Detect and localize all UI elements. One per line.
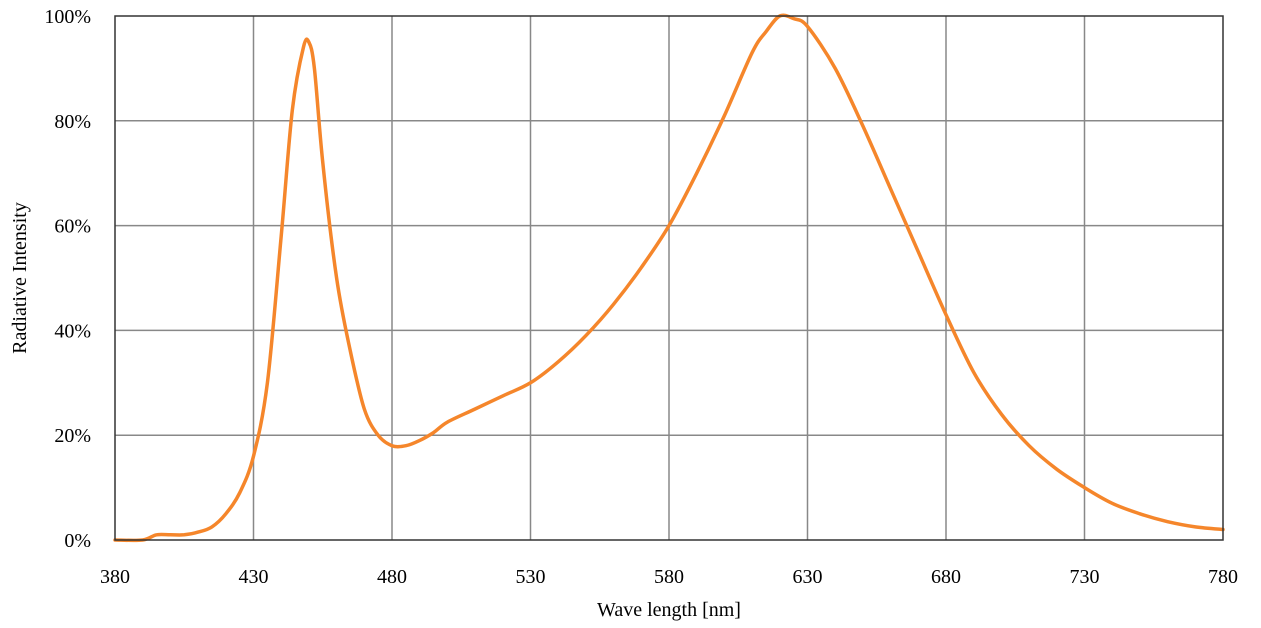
plot-frame xyxy=(114,15,1224,541)
x-axis-label: Wave length [nm] xyxy=(597,599,741,621)
x-tick-label: 430 xyxy=(239,566,269,588)
y-tick-label: 0% xyxy=(64,530,91,552)
y-tick-label: 40% xyxy=(54,320,91,342)
y-axis-tick-labels: 0% 20% 40% 60% 80% 100% xyxy=(44,6,91,552)
x-tick-label: 480 xyxy=(377,566,407,588)
y-tick-label: 80% xyxy=(54,111,91,133)
y-axis-label: Radiative Intensity xyxy=(9,202,31,354)
x-tick-label: 530 xyxy=(516,566,546,588)
x-tick-label: 680 xyxy=(931,566,961,588)
x-tick-label: 380 xyxy=(100,566,130,588)
x-tick-label: 730 xyxy=(1070,566,1100,588)
x-axis-tick-labels: 380 430 480 530 580 630 680 730 780 xyxy=(100,566,1238,588)
y-tick-label: 100% xyxy=(44,6,91,28)
y-tick-label: 20% xyxy=(54,425,91,447)
x-tick-label: 780 xyxy=(1208,566,1238,588)
y-tick-label: 60% xyxy=(54,216,91,238)
x-tick-label: 630 xyxy=(793,566,823,588)
x-tick-label: 580 xyxy=(654,566,684,588)
spectrum-curve xyxy=(113,13,1225,543)
vertical-gridlines xyxy=(252,16,1086,540)
